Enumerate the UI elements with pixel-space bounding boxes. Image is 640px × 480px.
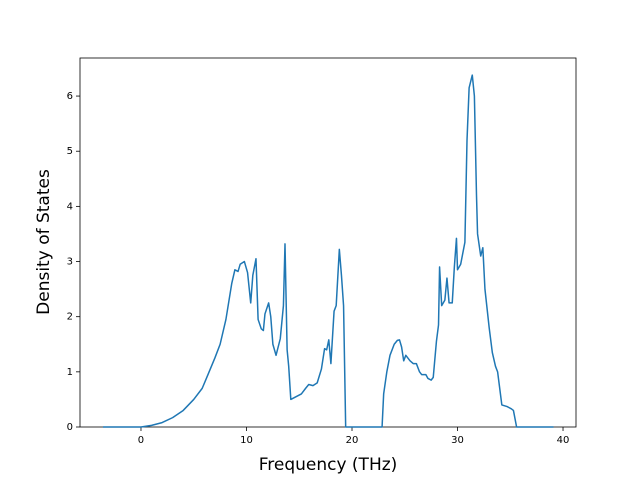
x-axis-label: Frequency (THz) xyxy=(259,455,398,475)
plot-frame xyxy=(79,57,577,428)
y-tick-label: 3 xyxy=(67,257,73,268)
y-tick-label: 0 xyxy=(67,422,73,433)
x-tick-label: 10 xyxy=(240,435,253,446)
y-tick-label: 1 xyxy=(67,367,73,378)
y-tick-label: 4 xyxy=(67,201,73,212)
x-tick-label: 40 xyxy=(557,435,570,446)
y-tick-label: 5 xyxy=(67,146,73,157)
y-tick-label: 2 xyxy=(67,312,73,323)
line-series xyxy=(103,74,554,428)
x-tick-label: 0 xyxy=(138,435,144,446)
x-tick-label: 20 xyxy=(346,435,359,446)
y-axis-label: Density of States xyxy=(34,169,54,315)
y-tick-label: 6 xyxy=(67,91,73,102)
x-tick-label: 30 xyxy=(451,435,464,446)
